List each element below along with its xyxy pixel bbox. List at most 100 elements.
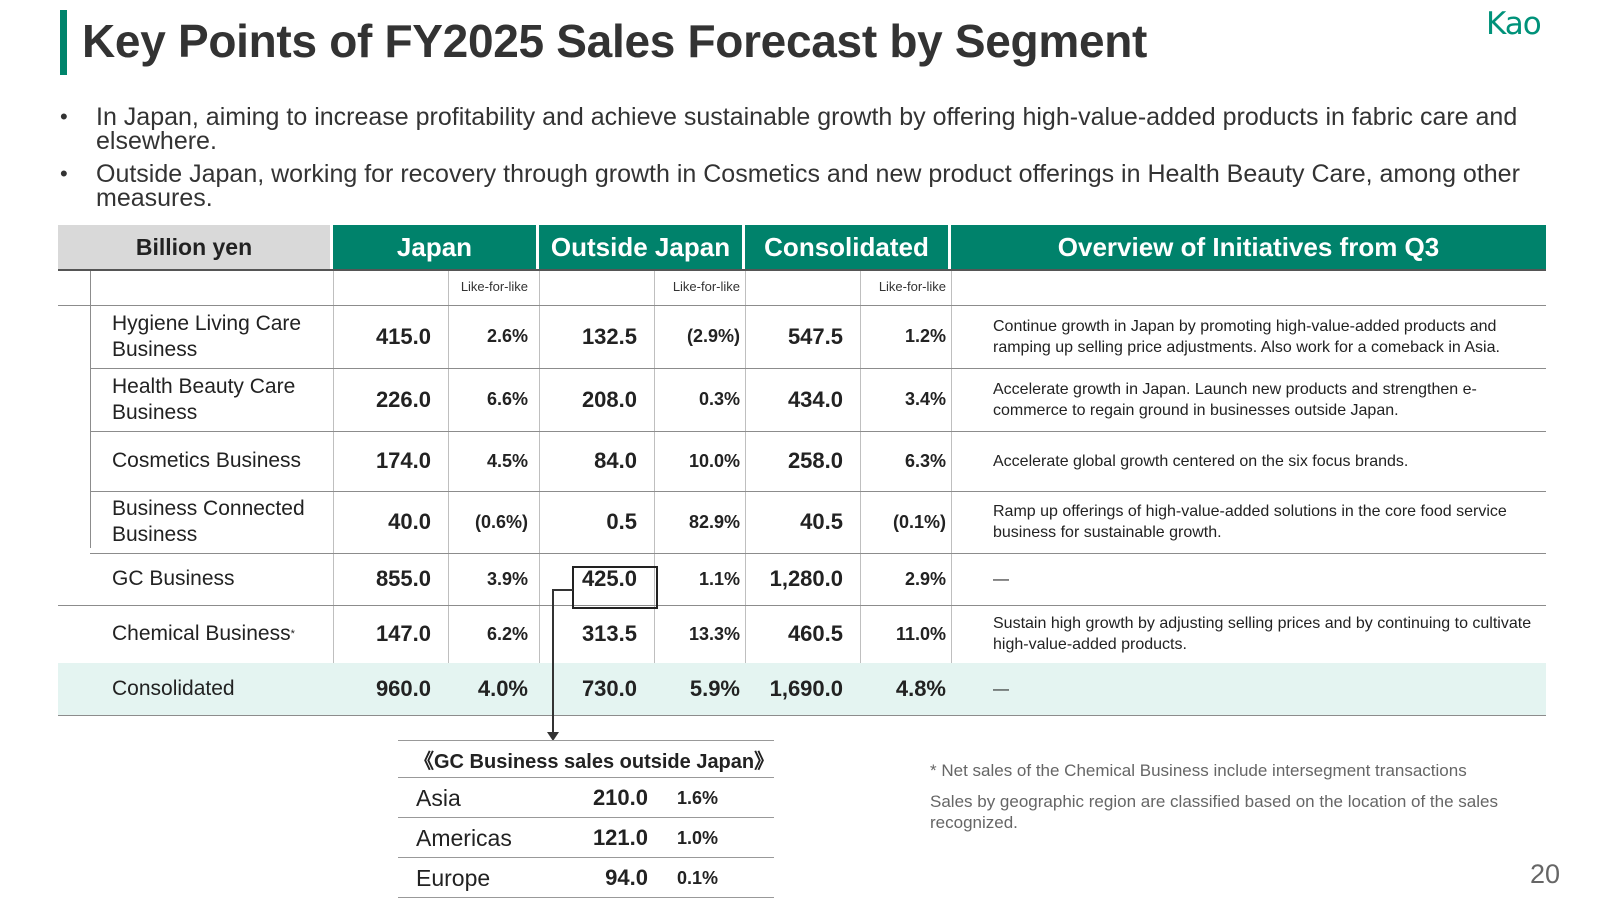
column-divider: [539, 271, 540, 715]
column-divider: [654, 271, 655, 715]
segment-sales-table: Billion yen Japan Outside Japan Consolid…: [58, 225, 1546, 725]
bullet-item: Outside Japan, working for recovery thro…: [58, 162, 1558, 211]
region-pct: 1.6%: [676, 787, 718, 808]
row-rule: [90, 553, 1546, 554]
japan-lfl: 2.6%: [486, 326, 528, 346]
consolidated-value: 547.5: [787, 323, 843, 349]
header-rule: [58, 269, 1546, 271]
header-unit: Billion yen: [58, 225, 330, 269]
japan-lfl: 4.0%: [477, 676, 528, 701]
like-for-like-label: Like-for-like: [672, 279, 740, 294]
consolidated-value: 1,280.0: [769, 566, 843, 591]
consolidated-row: Consolidated 960.0 4.0% 730.0 5.9% 1,690…: [58, 663, 1546, 715]
table-row: GC Business 855.0 3.9% 425.0 1.1% 1,280.…: [58, 553, 1546, 605]
segment-name: Chemical Business *: [112, 622, 295, 645]
callout-arrow: [552, 590, 554, 733]
table-row: Health Beauty Care Business 226.0 6.6% 2…: [58, 368, 1546, 431]
japan-value: 855.0: [375, 566, 431, 591]
outside-value: 132.5: [581, 323, 637, 349]
column-divider: [333, 271, 334, 715]
initiative-overview: Accelerate growth in Japan. Launch new p…: [993, 380, 1477, 419]
segment-name: Cosmetics Business: [112, 449, 302, 472]
like-for-like-label: Like-for-like: [878, 279, 946, 294]
consolidated-value: 434.0: [787, 386, 843, 412]
initiative-overview: Continue growth in Japan by promoting hi…: [993, 317, 1500, 356]
segment-name: Consolidated: [112, 677, 235, 700]
japan-lfl: 6.2%: [486, 623, 528, 644]
table-row: Hygiene Living Care Business 415.0 2.6% …: [58, 305, 1546, 368]
title-accent-bar: [60, 10, 67, 75]
row-rule: [90, 431, 1546, 432]
header-outside-japan: Outside Japan: [539, 225, 742, 269]
japan-lfl: 4.5%: [486, 450, 528, 471]
region-value: 94.0: [605, 865, 648, 890]
segment-name: GC Business: [112, 567, 235, 590]
gc-outside-highlight-box: [572, 566, 658, 609]
outside-value: 425.0: [581, 566, 637, 591]
column-divider: [951, 271, 952, 715]
consolidated-value: 1,690.0: [769, 676, 843, 701]
outside-lfl: 5.9%: [689, 676, 740, 701]
consolidated-lfl: 4.8%: [895, 676, 946, 701]
footnote: Sales by geographic region are classifie…: [930, 792, 1498, 832]
segment-name: Hygiene Living Care Business: [112, 311, 302, 361]
outside-lfl: 0.3%: [698, 389, 740, 409]
region-value: 210.0: [592, 785, 648, 810]
table-row: Chemical Business * 147.0 6.2% 313.5 13.3…: [58, 605, 1546, 663]
column-divider: [448, 271, 449, 715]
consolidated-value: 40.5: [800, 509, 843, 534]
arrow-head-icon: [547, 732, 559, 741]
table-row: Business Connected Business 40.0 (0.6%) …: [58, 491, 1546, 553]
initiative-overview: —: [993, 680, 1009, 698]
region-name: Europe: [416, 864, 491, 891]
segment-name: Health Beauty Care Business: [112, 374, 296, 424]
outside-value: 313.5: [581, 621, 637, 646]
japan-lfl: 3.9%: [486, 568, 528, 589]
outside-value: 730.0: [581, 676, 637, 701]
table-row: Cosmetics Business 174.0 4.5% 84.0 10.0%…: [58, 431, 1546, 491]
outside-lfl: 1.1%: [698, 568, 740, 589]
header-consolidated: Consolidated: [745, 225, 948, 269]
region-row: Asia 210.0 1.6%: [398, 778, 774, 818]
gc-outside-japan-table: 《GC Business sales outside Japan》 Asia 2…: [398, 740, 774, 898]
japan-value: 147.0: [375, 621, 431, 646]
row-rule: [58, 305, 1546, 306]
region-pct: 1.0%: [676, 827, 718, 848]
header-overview: Overview of Initiatives from Q3: [951, 225, 1546, 269]
consolidated-lfl: (0.1%): [892, 511, 946, 532]
row-rule: [58, 605, 1546, 606]
footnotes: * Net sales of the Chemical Business inc…: [930, 760, 1520, 843]
row-rule: [90, 491, 1546, 492]
initiative-overview: Sustain high growth by adjusting selling…: [993, 615, 1532, 653]
outside-lfl: 82.9%: [688, 511, 740, 532]
japan-lfl: (0.6%): [474, 511, 528, 532]
column-divider: [860, 271, 861, 715]
initiative-overview: —: [993, 570, 1009, 588]
consolidated-lfl: 2.9%: [904, 568, 946, 589]
group-bracket: [90, 271, 91, 548]
outside-value: 84.0: [594, 448, 637, 473]
outside-value: 208.0: [581, 386, 637, 412]
consolidated-lfl: 1.2%: [904, 326, 946, 346]
japan-value: 415.0: [375, 323, 431, 349]
outside-lfl: 13.3%: [688, 623, 740, 644]
bullet-item: In Japan, aiming to increase profitabili…: [58, 105, 1558, 154]
outside-value: 0.5: [606, 509, 637, 534]
like-for-like-label: Like-for-like: [460, 279, 528, 294]
region-name: Americas: [416, 824, 512, 851]
region-value: 121.0: [592, 825, 648, 850]
region-name: Asia: [416, 784, 461, 811]
page-title: Key Points of FY2025 Sales Forecast by S…: [82, 15, 1148, 67]
japan-value: 40.0: [388, 509, 431, 534]
outside-lfl: 10.0%: [688, 450, 740, 471]
header-japan: Japan: [333, 225, 536, 269]
initiative-overview: Ramp up offerings of high-value-added so…: [993, 503, 1507, 541]
row-rule: [58, 715, 1546, 716]
japan-value: 226.0: [375, 386, 431, 412]
callout-arrow: [552, 589, 573, 591]
japan-lfl: 6.6%: [486, 389, 528, 409]
footnote-marker: *: [290, 628, 295, 640]
region-row: Americas 121.0 1.0%: [398, 818, 774, 858]
initiative-overview: Accelerate global growth centered on the…: [993, 452, 1409, 470]
summary-bullets: In Japan, aiming to increase profitabili…: [58, 105, 1558, 219]
